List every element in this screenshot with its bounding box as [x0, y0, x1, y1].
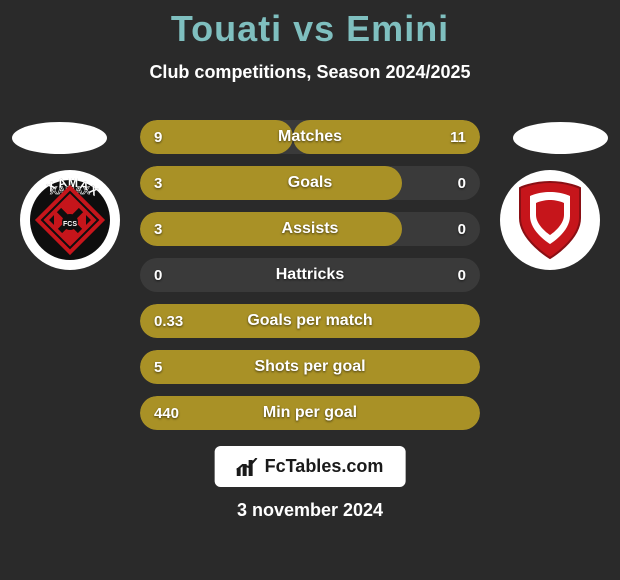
player-photo-right	[513, 122, 608, 154]
stat-value-right: 0	[458, 212, 466, 246]
stat-value-right: 11	[450, 120, 466, 154]
stats-bars: 9 Matches 11 3 Goals 0 3 Assists 0 0 Hat…	[140, 120, 480, 442]
stat-label: Shots per goal	[140, 350, 480, 384]
stat-label: Goals	[140, 166, 480, 200]
brand-badge: FcTables.com	[215, 446, 406, 487]
stat-value-left: 440	[154, 396, 179, 430]
chart-icon	[237, 458, 259, 476]
bar-row: 0.33 Goals per match	[140, 304, 480, 338]
subtitle: Club competitions, Season 2024/2025	[0, 62, 620, 83]
stat-value-left: 3	[154, 212, 162, 246]
date-text: 3 november 2024	[0, 500, 620, 521]
stat-value-left: 9	[154, 120, 162, 154]
stat-label: Goals per match	[140, 304, 480, 338]
bar-row: 3 Goals 0	[140, 166, 480, 200]
bar-row: 0 Hattricks 0	[140, 258, 480, 292]
stat-label: Hattricks	[140, 258, 480, 292]
bar-row: 9 Matches 11	[140, 120, 480, 154]
team-logo-left: XAMAX X A M A X X A M A X FCS	[20, 170, 120, 270]
player-photo-left	[12, 122, 107, 154]
stat-value-left: 5	[154, 350, 162, 384]
bar-row: 5 Shots per goal	[140, 350, 480, 384]
bar-row: 440 Min per goal	[140, 396, 480, 430]
stat-label: Matches	[140, 120, 480, 154]
brand-text: FcTables.com	[265, 456, 384, 477]
stat-value-left: 0.33	[154, 304, 183, 338]
stat-value-left: 0	[154, 258, 162, 292]
bar-row: 3 Assists 0	[140, 212, 480, 246]
stat-label: Assists	[140, 212, 480, 246]
xamax-badge-icon: XAMAX X A M A X X A M A X FCS	[28, 178, 112, 262]
team-logo-right	[500, 170, 600, 270]
stat-value-right: 0	[458, 166, 466, 200]
page-title: Touati vs Emini	[0, 0, 620, 50]
stat-value-right: 0	[458, 258, 466, 292]
stat-value-left: 3	[154, 166, 162, 200]
svg-text:FCS: FCS	[63, 221, 77, 228]
stat-label: Min per goal	[140, 396, 480, 430]
vaduz-badge-icon	[512, 178, 588, 262]
